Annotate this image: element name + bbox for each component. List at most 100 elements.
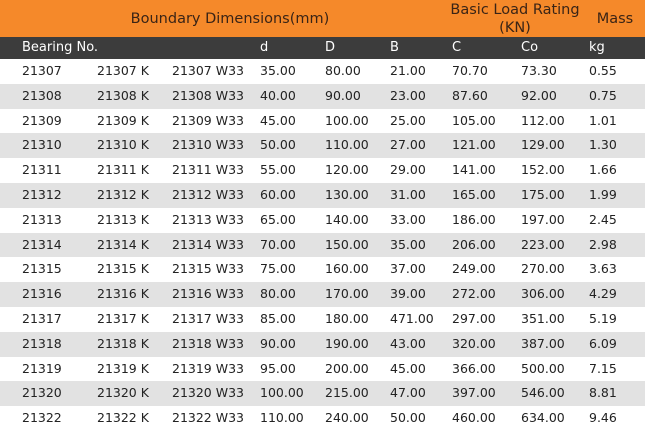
kg-cell: 0.55 — [589, 63, 617, 78]
table-row: 21312 21312 K 21312 W33 60.00 130.00 31.00 165… — [0, 182, 645, 208]
co-cell: 387.00 — [521, 335, 565, 351]
bearing-no-cell: 21314 — [22, 236, 62, 252]
co-cell: 197.00 — [521, 211, 565, 227]
header-kg: kg — [589, 40, 605, 55]
bearing-k-cell: 21313 K — [97, 211, 149, 227]
bearing-w33-cell: 21308 W33 — [172, 87, 245, 103]
d-cell: 60.00 — [260, 186, 296, 202]
bearing-no-cell: 21309 — [22, 112, 62, 128]
bearing-k-cell: 21319 K — [97, 360, 149, 376]
co-cell: 500.00 — [521, 360, 565, 376]
bearing-no-cell: 21315 — [22, 261, 62, 277]
bearing-w33-cell: 21318 W33 — [172, 335, 245, 351]
d-cell: 90.00 — [260, 335, 296, 351]
bearing-no-cell: 21307 — [22, 63, 62, 78]
d-cell: 70.00 — [260, 236, 296, 252]
outer-d-cell: 200.00 — [325, 360, 369, 376]
d-cell: 100.00 — [260, 385, 304, 401]
co-cell: 351.00 — [521, 310, 565, 326]
table-row: 21313 21313 K 21313 W33 65.00 140.00 33.00 186… — [0, 208, 645, 233]
outer-d-cell: 150.00 — [325, 236, 369, 252]
d-cell: 50.00 — [260, 137, 296, 153]
table-row: 21317 21317 K 21317 W33 85.00 180.00 471.00 29… — [0, 307, 645, 332]
b-cell: 33.00 — [390, 211, 426, 227]
c-cell: 87.60 — [452, 87, 488, 103]
bearing-k-cell: 21308 K — [97, 87, 149, 103]
outer-d-cell: 80.00 — [325, 63, 361, 78]
kg-cell: 7.15 — [589, 360, 617, 376]
b-cell: 37.00 — [390, 261, 426, 277]
b-cell: 23.00 — [390, 87, 426, 103]
co-cell: 92.00 — [521, 87, 557, 103]
table-row: 21320 21320 K 21320 W33 100.00 215.00 47.00 39… — [0, 381, 645, 407]
b-cell: 21.00 — [390, 63, 426, 78]
bearing-k-cell: 21316 K — [97, 286, 149, 302]
kg-cell: 1.66 — [589, 162, 617, 178]
kg-cell: 1.99 — [589, 186, 617, 202]
d-cell: 45.00 — [260, 112, 296, 128]
kg-cell: 3.63 — [589, 261, 617, 277]
bearing-w33-cell: 21310 W33 — [172, 137, 245, 153]
kg-cell: 1.01 — [589, 112, 617, 128]
co-cell: 152.00 — [521, 162, 565, 178]
bearing-no-cell: 21320 — [22, 385, 62, 401]
co-cell: 546.00 — [521, 385, 565, 401]
bearing-w33-cell: 21314 W33 — [172, 236, 245, 252]
bearing-k-cell: 21310 K — [97, 137, 149, 153]
bearing-w33-cell: 21319 W33 — [172, 360, 245, 376]
column-header-row: Bearing No. d D B C Co kg — [0, 37, 645, 59]
bearing-k-cell: 21317 K — [97, 310, 149, 326]
table-row: 21318 21318 K 21318 W33 90.00 190.00 43.00 320… — [0, 331, 645, 357]
table-row: 21322 21322 K 21322 W33 110.00 240.00 50.00 46… — [0, 406, 645, 431]
co-cell: 270.00 — [521, 261, 565, 277]
bearing-no-cell: 21318 — [22, 335, 62, 351]
c-cell: 397.00 — [452, 385, 496, 401]
outer-d-cell: 140.00 — [325, 211, 369, 227]
c-cell: 366.00 — [452, 360, 496, 376]
bearing-k-cell: 21315 K — [97, 261, 149, 277]
outer-d-cell: 160.00 — [325, 261, 369, 277]
b-cell: 25.00 — [390, 112, 426, 128]
header-bearing-no: Bearing No. — [22, 40, 99, 55]
kg-cell: 8.81 — [589, 385, 617, 401]
outer-d-cell: 215.00 — [325, 385, 369, 401]
co-cell: 306.00 — [521, 286, 565, 302]
outer-d-cell: 190.00 — [325, 335, 369, 351]
table-row: 21315 21315 K 21315 W33 75.00 160.00 37.00 249… — [0, 257, 645, 282]
c-cell: 249.00 — [452, 261, 496, 277]
bearing-w33-cell: 21309 W33 — [172, 112, 245, 128]
table-row: 21311 21311 K 21311 W33 55.00 120.00 29.00 141… — [0, 158, 645, 183]
bearing-w33-cell: 21322 W33 — [172, 410, 245, 426]
d-cell: 40.00 — [260, 87, 296, 103]
c-cell: 320.00 — [452, 335, 496, 351]
table-row: 21310 21310 K 21310 W33 50.00 110.00 27.00 121… — [0, 133, 645, 159]
b-cell: 47.00 — [390, 385, 426, 401]
outer-d-cell: 170.00 — [325, 286, 369, 302]
bearing-w33-cell: 21312 W33 — [172, 186, 245, 202]
co-cell: 223.00 — [521, 236, 565, 252]
outer-d-cell: 130.00 — [325, 186, 369, 202]
table-row: 21316 21316 K 21316 W33 80.00 170.00 39.00 272… — [0, 282, 645, 307]
table-row: 21307 21307 K 21307 W33 35.00 80.00 21.00 70.7… — [0, 59, 645, 84]
outer-d-cell: 240.00 — [325, 410, 369, 426]
b-cell: 43.00 — [390, 335, 426, 351]
co-cell: 129.00 — [521, 137, 565, 153]
bearing-w33-cell: 21316 W33 — [172, 286, 245, 302]
bearing-k-cell: 21309 K — [97, 112, 149, 128]
bearing-no-cell: 21317 — [22, 310, 62, 326]
kg-cell: 2.45 — [589, 211, 617, 227]
co-cell: 73.30 — [521, 63, 557, 78]
kg-cell: 2.98 — [589, 236, 617, 252]
basic-load-rating-label: Basic Load Rating — [450, 1, 580, 18]
header-outer-d: D — [325, 40, 336, 55]
c-cell: 297.00 — [452, 310, 496, 326]
bearing-k-cell: 21318 K — [97, 335, 149, 351]
kg-cell: 4.29 — [589, 286, 617, 302]
table-body: 21307 21307 K 21307 W33 35.00 80.00 21.00 70.7… — [0, 59, 645, 431]
bearing-no-cell: 21313 — [22, 211, 62, 227]
table-row: 21308 21308 K 21308 W33 40.00 90.00 23.00 87.6… — [0, 83, 645, 109]
c-cell: 121.00 — [452, 137, 496, 153]
bearing-no-cell: 21310 — [22, 137, 62, 153]
bearing-w33-cell: 21313 W33 — [172, 211, 245, 227]
